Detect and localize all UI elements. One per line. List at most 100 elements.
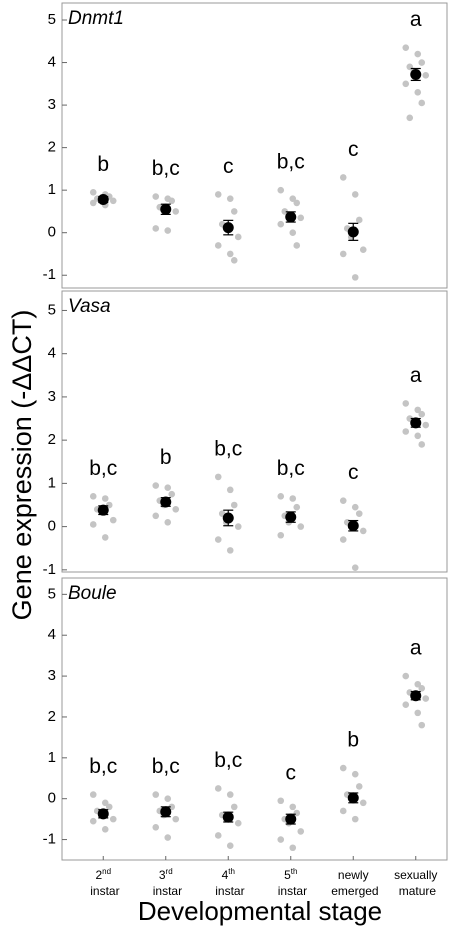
y-tick-label: -1	[43, 831, 56, 848]
y-tick-label: 0	[48, 518, 56, 535]
y-tick-label: -1	[43, 266, 56, 283]
data-point	[101, 495, 109, 502]
data-point	[402, 428, 410, 435]
y-tick-label: 1	[48, 749, 56, 766]
data-point	[355, 510, 363, 517]
y-tick-label: 5	[48, 301, 56, 318]
data-point	[351, 274, 359, 281]
data-point	[214, 785, 222, 792]
data-point	[359, 527, 367, 535]
x-tick-label: 2nd instar	[87, 867, 120, 898]
data-point	[418, 59, 426, 66]
data-point	[226, 195, 234, 202]
group-letter: b	[347, 729, 359, 752]
data-point	[402, 672, 410, 680]
data-point	[214, 536, 222, 543]
y-tick-label: 0	[48, 790, 56, 807]
data-point	[230, 257, 238, 264]
data-point	[152, 193, 160, 200]
data-point	[164, 518, 172, 526]
data-point	[339, 764, 347, 772]
data-point	[89, 817, 97, 825]
data-point	[359, 799, 367, 807]
mean-marker	[97, 808, 109, 820]
x-tick-line: instar	[274, 884, 307, 898]
x-tick-label: sexually mature	[394, 868, 437, 898]
data-point	[422, 695, 430, 702]
x-tick-line: mature	[395, 884, 436, 898]
data-point	[418, 441, 426, 448]
data-point	[172, 208, 180, 215]
y-axis-title: Gene expression (-ΔΔCT)	[7, 310, 37, 621]
y-tick-label: 3	[48, 388, 56, 405]
data-point	[355, 783, 363, 790]
data-point	[234, 233, 242, 241]
data-point	[89, 791, 97, 798]
data-point	[351, 770, 359, 778]
data-point	[355, 216, 363, 224]
data-point	[226, 486, 234, 494]
data-point	[414, 680, 422, 688]
data-point	[168, 197, 176, 205]
mean-marker	[222, 512, 234, 524]
data-point	[214, 473, 222, 481]
y-tick-label: 1	[48, 474, 56, 491]
x-tick-label: 5th instar	[274, 867, 307, 898]
data-point	[351, 815, 359, 823]
x-axis-title: Developmental stage	[138, 896, 382, 926]
mean-marker	[410, 68, 422, 80]
data-point	[351, 503, 359, 511]
y-tick-label: 2	[48, 708, 56, 725]
data-point	[214, 832, 222, 839]
y-tick-label: 5	[48, 585, 56, 602]
data-point	[414, 50, 422, 58]
y-tick-label: 4	[48, 345, 56, 362]
data-point	[289, 844, 297, 852]
x-tick-label: 3rd instar	[149, 867, 182, 898]
data-point	[172, 506, 180, 513]
mean-marker	[160, 496, 172, 508]
data-point	[277, 531, 285, 539]
data-point	[164, 834, 172, 841]
data-point	[422, 72, 430, 79]
y-tick-label: 2	[48, 139, 56, 156]
data-point	[89, 493, 97, 500]
panel-frame	[61, 2, 448, 289]
mean-marker	[285, 211, 297, 223]
data-point	[402, 80, 410, 88]
y-tick-label: 3	[48, 96, 56, 113]
data-point	[226, 791, 234, 798]
mean-marker	[222, 811, 234, 823]
y-tick-label: 4	[48, 626, 56, 643]
mean-marker	[222, 222, 234, 234]
group-letter: c	[286, 761, 297, 784]
panel-title: Boule	[68, 583, 117, 604]
x-tick-line: 2nd	[95, 867, 111, 882]
data-point	[418, 685, 426, 692]
data-point	[234, 523, 242, 530]
data-point	[289, 229, 297, 237]
mean-marker	[347, 226, 359, 238]
y-tick-label: 5	[48, 11, 56, 28]
data-point	[234, 819, 242, 827]
data-point	[168, 490, 176, 498]
y-tick-label: 1	[48, 181, 56, 198]
x-tick-line: 5th	[284, 867, 297, 882]
data-point	[277, 493, 285, 500]
data-point	[277, 186, 285, 194]
data-point	[89, 521, 97, 528]
data-point	[339, 497, 347, 504]
data-point	[152, 791, 160, 798]
panel-title: Dnmt1	[68, 8, 124, 29]
group-letter: c	[348, 461, 359, 484]
data-point	[418, 721, 426, 729]
data-point	[289, 803, 297, 811]
group-letter: b,c	[152, 755, 180, 778]
group-letter: b,c	[277, 457, 305, 480]
data-point	[293, 503, 301, 511]
data-point	[414, 406, 422, 414]
panel-frame	[61, 290, 448, 573]
x-tick-sup: th	[228, 867, 235, 876]
data-point	[422, 421, 430, 429]
